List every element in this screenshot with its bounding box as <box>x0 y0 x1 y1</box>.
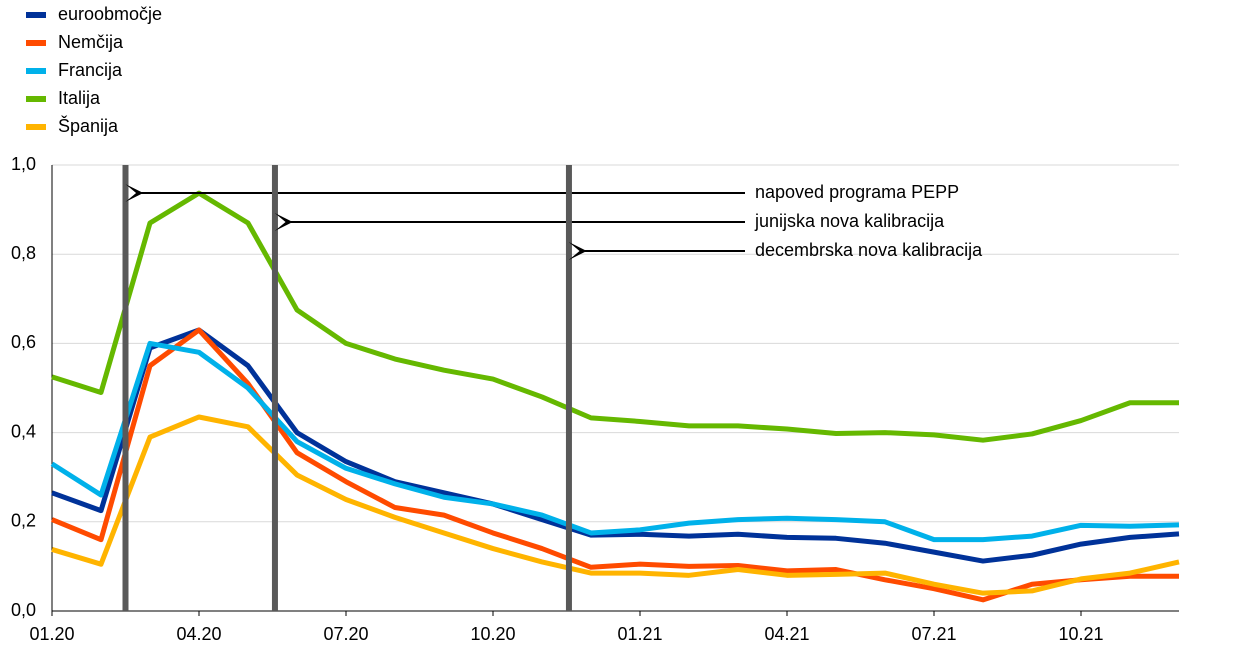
series-line <box>51 190 1179 443</box>
x-tick-label: 04.20 <box>176 624 221 644</box>
legend-label: Nemčija <box>58 32 124 52</box>
series-line <box>51 414 1180 596</box>
legend-label: Francija <box>58 60 123 80</box>
event-label: junijska nova kalibracija <box>754 211 945 231</box>
event-label: napoved programa PEPP <box>755 182 959 202</box>
x-tick-label: 01.20 <box>29 624 74 644</box>
legend-label: Španija <box>58 115 119 136</box>
x-tick-label: 07.20 <box>323 624 368 644</box>
series-line <box>51 327 1179 603</box>
x-tick-label: 04.21 <box>764 624 809 644</box>
series-line <box>51 327 1180 564</box>
event-label: decembrska nova kalibracija <box>755 240 983 260</box>
x-tick-label: 10.21 <box>1058 624 1103 644</box>
legend-label: Italija <box>58 88 101 108</box>
y-tick-label: 0,4 <box>11 421 36 441</box>
y-tick-label: 0,0 <box>11 600 36 620</box>
y-tick-label: 1,0 <box>11 154 36 174</box>
x-tick-label: 07.21 <box>911 624 956 644</box>
y-tick-label: 0,2 <box>11 511 36 531</box>
y-tick-label: 0,8 <box>11 243 36 263</box>
x-tick-label: 01.21 <box>617 624 662 644</box>
y-tick-label: 0,6 <box>11 332 36 352</box>
series-line <box>50 340 1180 543</box>
legend-label: euroobmočje <box>58 4 162 24</box>
x-tick-label: 10.20 <box>470 624 515 644</box>
